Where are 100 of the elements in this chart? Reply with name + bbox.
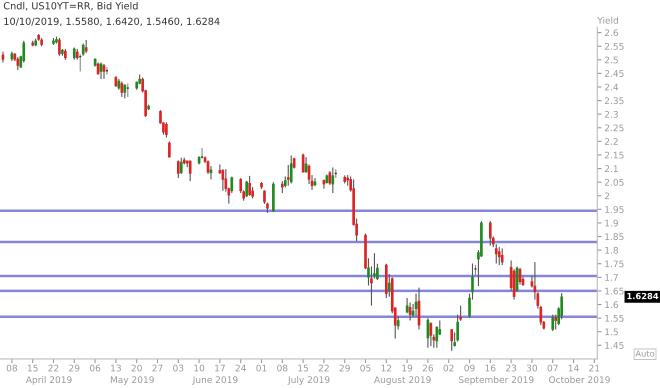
- candlestick: [96, 62, 100, 76]
- candlestick: [456, 314, 459, 342]
- candlestick: [123, 84, 126, 99]
- x-tick-label: 29: [340, 364, 350, 372]
- text: July 2019: [288, 376, 330, 385]
- x-tick-label: 22: [318, 364, 329, 372]
- x-tick-label: 12: [382, 364, 392, 372]
- y-axis-title: Yield: [597, 16, 618, 24]
- x-tick-label: 09: [464, 364, 475, 372]
- candlestick: [64, 48, 67, 60]
- text: May 2019: [110, 376, 154, 385]
- y-tick-label: 1.45: [605, 342, 624, 349]
- candlestick: [76, 48, 79, 60]
- x-tick-label: 13: [111, 364, 121, 372]
- x-tick-label: 22: [48, 364, 58, 372]
- candlestick: [280, 180, 284, 194]
- candlestick: [322, 178, 326, 190]
- x-tick-label: 15: [298, 364, 308, 372]
- candlestick: [176, 160, 180, 179]
- y-tick-label: 1.75: [605, 260, 624, 268]
- x-tick-label: 17: [215, 364, 225, 372]
- candlestick: [2, 51, 4, 64]
- candlestick: [114, 76, 118, 88]
- y-tick-label: 2.05: [604, 178, 624, 186]
- y-tick-label: 2.6: [604, 29, 618, 36]
- x-tick-label: 20: [132, 364, 142, 372]
- y-tick-label: 1.9: [605, 220, 618, 226]
- y-tick-label: 2.4: [604, 84, 618, 90]
- y-tick-label: 2.45: [604, 70, 624, 77]
- x-tick-label: 10: [194, 364, 204, 372]
- candlestick: [408, 302, 412, 322]
- x-tick-label: 08: [277, 364, 288, 372]
- candlestick: [498, 246, 501, 266]
- candlestick: [102, 63, 106, 80]
- y-tick-label: 2.55: [604, 42, 624, 50]
- y-tick-label: 1.65: [605, 288, 624, 294]
- candlestick: [290, 154, 293, 184]
- candlestick: [263, 190, 266, 204]
- x-tick-label: 06: [90, 364, 100, 372]
- x-tick-label: 29: [69, 364, 80, 372]
- candlestick: [82, 42, 85, 56]
- y-tick-label: 2.35: [604, 97, 624, 104]
- y-tick-label: 1.6: [605, 301, 618, 308]
- x-tick-label: 24: [236, 364, 246, 372]
- y-tick-label: 1.55: [605, 314, 624, 322]
- text: August 2019: [374, 376, 431, 385]
- candlestick: [188, 160, 192, 182]
- chart-subtitle: 10/10/2019, 1.5580, 1.6420, 1.5460, 1.6284: [4, 18, 220, 26]
- candlestick: [168, 140, 171, 158]
- candlestick: [518, 267, 522, 286]
- y-tick-label: 2.3: [604, 110, 618, 118]
- x-tick-label: 14: [568, 364, 579, 372]
- candlestick: [10, 51, 14, 62]
- x-tick-label: 27: [152, 364, 162, 372]
- candlestick: [58, 37, 61, 56]
- candlestick: [84, 39, 88, 54]
- text: 1.6284: [627, 292, 658, 300]
- text: October 2019: [548, 376, 610, 384]
- candlestick: [500, 248, 504, 266]
- candlestick: [426, 318, 430, 348]
- candlestick: [245, 180, 248, 198]
- y-tick-label: 2.5: [604, 56, 618, 64]
- candlestick: [248, 175, 251, 196]
- x-tick-label: 15: [28, 364, 38, 372]
- text: Auto: [635, 350, 654, 357]
- candlestick: [165, 122, 168, 138]
- candlestick: [414, 293, 418, 317]
- x-tick-label: 23: [506, 364, 516, 372]
- x-tick-label: 01: [256, 364, 266, 372]
- candlestick: [450, 328, 454, 352]
- y-tick-label: 2.25: [604, 124, 624, 132]
- y-tick-label: 2.15: [604, 152, 624, 159]
- x-tick-label: 08: [6, 364, 18, 372]
- candlestick: [489, 220, 492, 246]
- x-tick-label: 26: [422, 364, 434, 372]
- y-tick-label: 1.8: [605, 246, 618, 254]
- y-tick-label: 1.5: [605, 328, 618, 336]
- y-tick-label: 1.7: [605, 274, 618, 281]
- x-tick-label: 02: [444, 364, 454, 372]
- candlestick: [266, 202, 269, 214]
- y-tick-label: 2: [604, 192, 610, 200]
- candlestick: [100, 62, 102, 80]
- x-tick-label: 07: [548, 364, 558, 372]
- x-tick-label: 19: [402, 364, 412, 372]
- candlestick: [332, 166, 334, 194]
- y-tick-label: 1.85: [605, 233, 624, 240]
- candlestick: [180, 157, 183, 175]
- candlestick: [16, 56, 20, 71]
- candlestick: [120, 80, 124, 98]
- chart-title: Cndl, US10YT=RR, Bid Yield: [4, 2, 138, 10]
- candlestick: [551, 314, 554, 332]
- y-tick-label: 1.95: [605, 206, 624, 213]
- text: April 2019: [26, 376, 72, 385]
- candlestick: [302, 153, 304, 174]
- text: June 2019: [192, 376, 238, 385]
- x-tick-label: 30: [526, 364, 538, 372]
- y-tick-label: 2.1: [604, 165, 618, 172]
- x-tick-label: 16: [486, 364, 496, 372]
- x-tick-label: 21: [589, 364, 600, 372]
- candlestick: [222, 168, 224, 192]
